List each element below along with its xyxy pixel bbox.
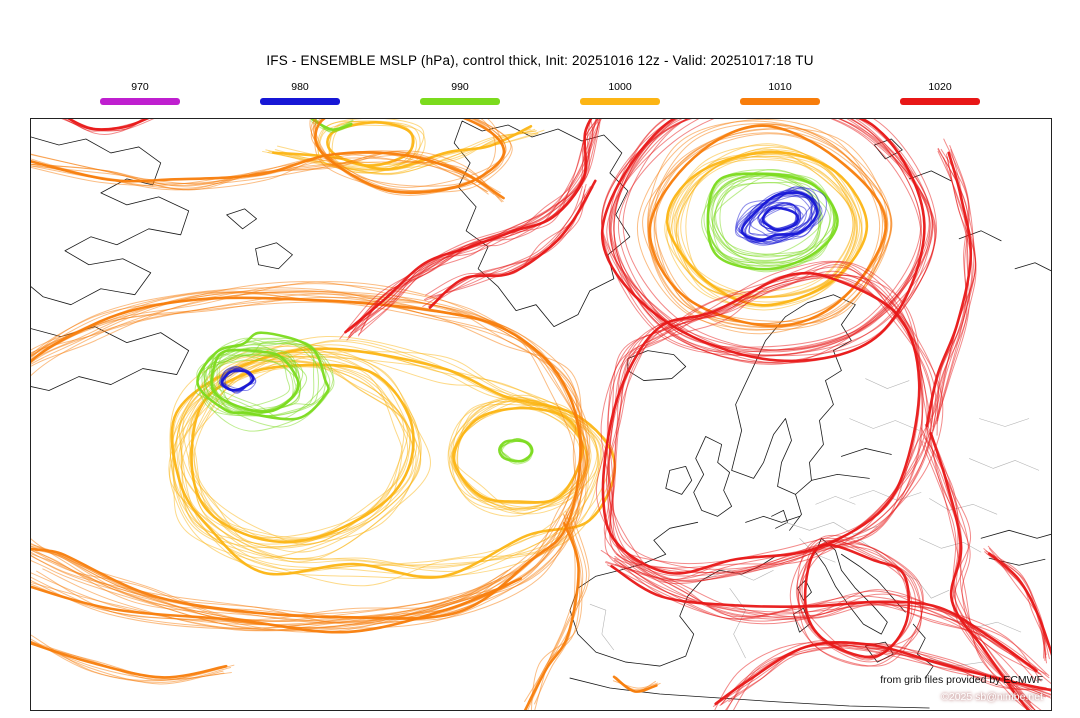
legend-label: 980 — [291, 81, 309, 93]
contour-bundle-1010 — [636, 119, 893, 335]
contour-bundle-1010 — [523, 511, 590, 710]
contour-bundle-980 — [757, 201, 807, 235]
legend-label: 1020 — [928, 81, 952, 93]
contour-bundle-1020 — [595, 260, 944, 585]
contour-bundle-1020 — [789, 534, 924, 667]
legend-color-bar — [100, 98, 180, 105]
contour-bundle-1010 — [31, 568, 523, 634]
contour-bundle-1020 — [61, 119, 155, 135]
contour-bundle-990 — [498, 437, 534, 465]
legend-color-bar — [740, 98, 820, 105]
legend-item-990: 990 — [420, 81, 500, 105]
contour-bundle-1000 — [169, 343, 432, 563]
legend-item-1000: 1000 — [580, 81, 660, 105]
legend-color-bar — [900, 98, 980, 105]
legend-color-bar — [580, 98, 660, 105]
basemap-coastlines — [31, 120, 1051, 709]
contour-bundle-990 — [701, 169, 839, 273]
legend-color-bar — [260, 98, 340, 105]
legend-label: 990 — [451, 81, 469, 93]
legend-item-970: 970 — [100, 81, 180, 105]
country-border-layer — [589, 378, 1040, 667]
contour-bundle-980 — [734, 186, 827, 246]
contour-bundle-980 — [218, 366, 257, 394]
legend-item-980: 980 — [260, 81, 340, 105]
coastline-layer — [31, 120, 1051, 709]
credit-copyright: ©2025 sb@nimbe.net — [941, 690, 1043, 703]
contour-bundle-1010 — [31, 150, 505, 203]
contour-bundle-1020 — [983, 545, 1051, 664]
contour-bundle-1020 — [339, 119, 602, 341]
contour-bundle-1010 — [31, 634, 235, 685]
chart-title: IFS - ENSEMBLE MSLP (hPa), control thick… — [266, 53, 814, 68]
legend-color-bar — [420, 98, 500, 105]
contour-bundle-1020 — [920, 423, 1042, 710]
contour-bundle-1020 — [600, 119, 937, 365]
credit-ecmwf: from grib files provided by ECMWF — [880, 674, 1043, 687]
credits: from grib files provided by ECMWF ©2025 … — [880, 672, 1043, 705]
legend-item-1010: 1010 — [740, 81, 820, 105]
contour-bundle-1010 — [309, 119, 513, 196]
contour-bundle-1020 — [600, 549, 1051, 687]
contour-legend: 970 980 990 1000 1010 1020 — [100, 81, 980, 105]
contour-bundle-990 — [201, 344, 307, 416]
legend-label: 1000 — [608, 81, 632, 93]
ensemble-contours — [31, 119, 1051, 710]
map-area: from grib files provided by ECMWF ©2025 … — [30, 118, 1052, 711]
legend-label: 1010 — [768, 81, 792, 93]
contour-bundle-1000 — [664, 143, 869, 311]
contour-bundle-1020 — [925, 138, 977, 440]
contour-bundle-1010 — [612, 675, 661, 693]
legend-item-1020: 1020 — [900, 81, 980, 105]
contour-bundle-1020 — [422, 179, 597, 309]
legend-label: 970 — [131, 81, 149, 93]
